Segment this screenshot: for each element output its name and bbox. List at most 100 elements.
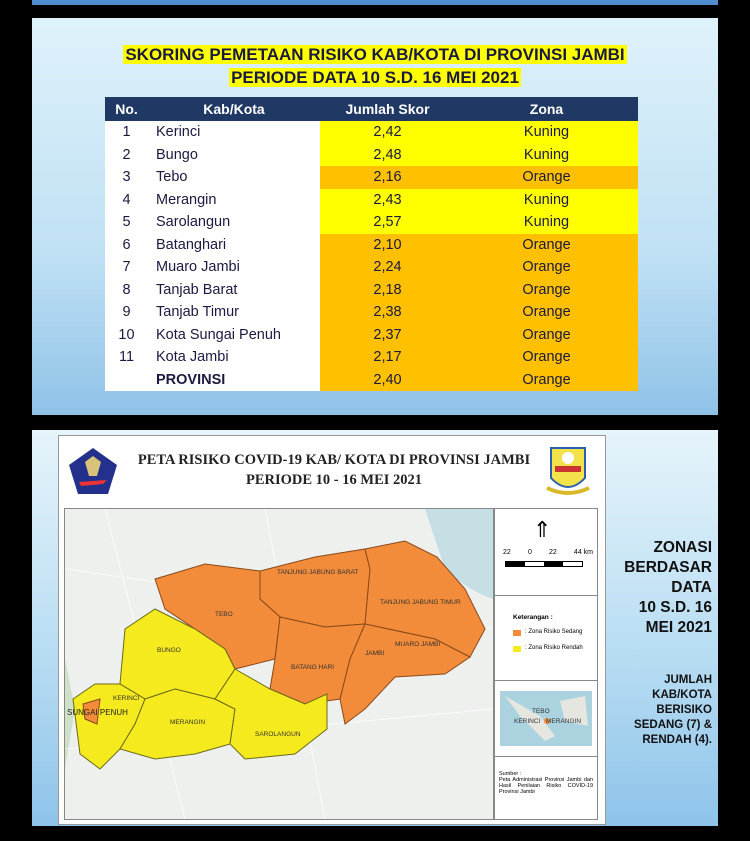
cell-zona: Kuning (455, 143, 638, 166)
scale-box: ⇑ 22 0 22 44 km (494, 508, 598, 596)
cell-skor: 2,57 (320, 211, 455, 234)
column-header: Kab/Kota (148, 97, 320, 121)
label-tebo: TEBO (215, 611, 233, 618)
label-batanghari: BATANG HARI (291, 664, 335, 671)
cell-kab: Tebo (148, 166, 320, 189)
cell-no: 4 (105, 188, 148, 211)
legend-box: Keterangan : : Zona Risiko Sedang : Zona… (494, 595, 598, 681)
cell-skor: 2,42 (320, 121, 455, 144)
table-row: 9 Tanjab Timur 2,38 Orange (105, 301, 638, 324)
cell-skor: 2,48 (320, 143, 455, 166)
cell-kab: Tanjab Barat (148, 278, 320, 301)
cell-zona: Orange (455, 323, 638, 346)
map-panel: PETA RISIKO COVID-19 KAB/ KOTA DI PROVIN… (32, 430, 718, 826)
cell-kab: Muaro Jambi (148, 256, 320, 279)
score-table: No. Kab/Kota Jumlah Skor Zona 1 Kerinci 2,42 K… (105, 97, 638, 391)
label-merangin: MERANGIN (170, 719, 206, 726)
table-row: 11 Kota Jambi 2,17 Orange (105, 346, 638, 369)
table-subtitle: PERIODE DATA 10 S.D. 16 MEI 2021 (229, 68, 521, 87)
cell-kab: Merangin (148, 188, 320, 211)
table-row: 1 Kerinci 2,42 Kuning (105, 121, 638, 144)
table-row: 10 Kota Sungai Penuh 2,37 Orange (105, 323, 638, 346)
scale-labels: 22 0 22 44 km (503, 549, 593, 556)
label-sarolangun: SAROLANGUN (255, 731, 301, 738)
cell-no: 6 (105, 233, 148, 256)
table-row: 5 Sarolangun 2,57 Kuning (105, 211, 638, 234)
cell-no: 10 (105, 323, 148, 346)
table-row: 6 Batanghari 2,10 Orange (105, 233, 638, 256)
table-row: 4 Merangin 2,43 Kuning (105, 188, 638, 211)
column-header: No. (105, 97, 148, 121)
cell-zona: Orange (455, 166, 638, 189)
north-arrow-icon: ⇑ (533, 517, 552, 542)
label-jambi: JAMBI (365, 650, 385, 657)
cell-skor: 2,40 (320, 368, 455, 391)
cell-zona: Orange (455, 256, 638, 279)
cell-kab: Sarolangun (148, 211, 320, 234)
region-sungaipenuh (82, 698, 101, 725)
cell-no (105, 368, 148, 391)
inset-map: TEBO KERINCI MERANGIN (500, 691, 592, 746)
cell-zona: Orange (455, 346, 638, 369)
cell-skor: 2,16 (320, 166, 455, 189)
cell-skor: 2,17 (320, 346, 455, 369)
cell-zona: Orange (455, 368, 638, 391)
column-header: Jumlah Skor (320, 97, 455, 121)
table-row: 8 Tanjab Barat 2,18 Orange (105, 278, 638, 301)
map-title: PETA RISIKO COVID-19 KAB/ KOTA DI PROVIN… (137, 452, 531, 488)
cell-zona: Kuning (455, 121, 638, 144)
table-row: 7 Muaro Jambi 2,24 Orange (105, 256, 638, 279)
cell-no: 3 (105, 166, 148, 189)
map-frame: PETA RISIKO COVID-19 KAB/ KOTA DI PROVIN… (58, 435, 606, 825)
region-muarojambi (339, 623, 471, 725)
cell-no: 9 (105, 301, 148, 324)
cell-no: 1 (105, 121, 148, 144)
inset-map-box: TEBO KERINCI MERANGIN (494, 680, 598, 757)
region-sarolangun (214, 668, 328, 760)
cell-kab: Batanghari (148, 233, 320, 256)
legend-swatch-rendah (513, 646, 521, 652)
score-table-panel: SKORING PEMETAAN RISIKO KAB/KOTA DI PROV… (32, 18, 718, 415)
label-tanjabtim: TANJUNG JABUNG TIMUR (380, 599, 461, 606)
cell-zona: Orange (455, 233, 638, 256)
map-canvas: TANJUNG JABUNG BARAT TANJUNG JABUNG TIMU… (64, 508, 494, 820)
cell-kab: Kota Jambi (148, 346, 320, 369)
legend-swatch-sedang (513, 630, 521, 636)
source-box: Sumber : Peta Administrasi Provinsi Jamb… (494, 756, 598, 820)
cell-no: 2 (105, 143, 148, 166)
cell-zona: Kuning (455, 188, 638, 211)
table-row: 2 Bungo 2,48 Kuning (105, 143, 638, 166)
cell-skor: 2,18 (320, 278, 455, 301)
cell-skor: 2,43 (320, 188, 455, 211)
top-strip (32, 0, 718, 5)
cell-no: 5 (105, 211, 148, 234)
cell-no: 7 (105, 256, 148, 279)
cell-zona: Orange (455, 301, 638, 324)
cell-no: 11 (105, 346, 148, 369)
jambi-map (65, 509, 493, 819)
label-bungo: BUNGO (157, 647, 181, 654)
label-sungaipenuh: SUNGAI PENUH (67, 708, 128, 717)
label-kerinci: KERINCI (113, 695, 140, 702)
cell-skor: 2,24 (320, 256, 455, 279)
side-heading: ZONASI BERDASAR DATA 10 S.D. 16 MEI 2021 (624, 539, 712, 636)
cell-kab: Bungo (148, 143, 320, 166)
cell-zona: Kuning (455, 211, 638, 234)
scale-bar (505, 561, 583, 567)
label-muarojambi: MUARO JAMBI (395, 641, 441, 648)
column-header: Zona (455, 97, 638, 121)
jambi-province-emblem-icon (546, 447, 590, 495)
cell-kab: PROVINSI (148, 368, 320, 391)
cell-kab: Tanjab Timur (148, 301, 320, 324)
label-tanjabbar: TANJUNG JABUNG BARAT (277, 569, 359, 576)
table-row: 3 Tebo 2,16 Orange (105, 166, 638, 189)
cell-kab: Kerinci (148, 121, 320, 144)
table-title: SKORING PEMETAAN RISIKO KAB/KOTA DI PROV… (123, 45, 627, 64)
cell-skor: 2,37 (320, 323, 455, 346)
side-note: JUMLAH KAB/KOTA BERISIKO SEDANG (7) & RENDAH… (634, 674, 712, 746)
cell-no: 8 (105, 278, 148, 301)
table-row: PROVINSI 2,40 Orange (105, 368, 638, 391)
cell-kab: Kota Sungai Penuh (148, 323, 320, 346)
cell-zona: Orange (455, 278, 638, 301)
satgas-logo-icon (69, 448, 117, 494)
